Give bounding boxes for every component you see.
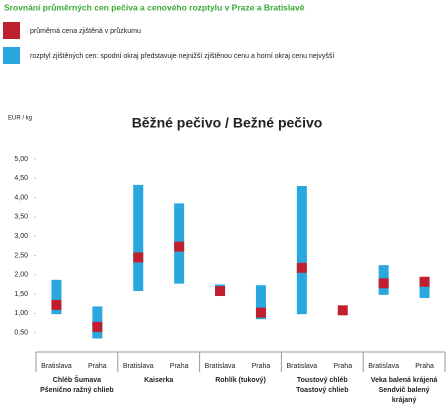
range-bar bbox=[255, 285, 266, 320]
x-tick-label: Praha bbox=[88, 363, 107, 370]
y-tick-label: 3,50 bbox=[14, 214, 28, 221]
header: Srovnání průměrných cen pečiva a cenovéh… bbox=[4, 2, 305, 12]
group-label: Toustový chléb bbox=[297, 377, 348, 384]
x-tick-label: Praha bbox=[170, 363, 189, 370]
average-marker bbox=[92, 321, 103, 332]
average-marker bbox=[255, 307, 266, 318]
range-bar bbox=[296, 186, 307, 315]
x-tick-label: Bratislava bbox=[205, 363, 236, 370]
x-tick-label: Bratislava bbox=[123, 363, 154, 370]
y-tick-label: 3,00 bbox=[14, 233, 28, 240]
x-tick-label: Bratislava bbox=[41, 363, 72, 370]
average-marker bbox=[337, 305, 348, 316]
y-axis-label: EUR / kg bbox=[8, 116, 32, 122]
range-bar bbox=[419, 278, 430, 298]
average-marker bbox=[378, 278, 389, 289]
y-tick-label: 4,50 bbox=[14, 175, 28, 182]
y-tick-label: 1,50 bbox=[14, 291, 28, 298]
average-marker bbox=[174, 241, 185, 252]
x-tick-label: Bratislava bbox=[286, 363, 317, 370]
y-tick-label: 5,00 bbox=[14, 156, 28, 163]
legend-swatch bbox=[3, 22, 20, 39]
x-tick-label: Praha bbox=[333, 363, 352, 370]
average-marker bbox=[419, 276, 430, 287]
group-label: Sendvič balený bbox=[379, 387, 430, 394]
average-marker bbox=[215, 286, 226, 297]
legend-label: průměrná cena zjištěná v průzkumu bbox=[30, 27, 141, 35]
group-label: Kaiserka bbox=[144, 377, 173, 384]
y-tick-label: 1,00 bbox=[14, 310, 28, 317]
y-tick-label: 0,50 bbox=[14, 330, 28, 337]
range-bar bbox=[51, 279, 62, 315]
group-label: krájaný bbox=[392, 397, 417, 404]
range-bar bbox=[133, 184, 144, 292]
x-tick-label: Praha bbox=[252, 363, 271, 370]
average-marker bbox=[296, 262, 307, 273]
x-tick-label: Praha bbox=[415, 363, 434, 370]
average-marker bbox=[51, 299, 62, 310]
legend-swatch bbox=[3, 47, 20, 64]
group-label: Toastový chlieb bbox=[296, 387, 348, 394]
y-tick-label: 2,00 bbox=[14, 272, 28, 279]
average-marker bbox=[133, 252, 144, 263]
y-tick-label: 2,50 bbox=[14, 252, 28, 259]
group-label: Veka balená krájená bbox=[371, 377, 438, 384]
y-tick-label: 4,00 bbox=[14, 194, 28, 201]
group-label: Rohlík (tukový) bbox=[215, 377, 266, 384]
group-label: Chléb Šumava bbox=[53, 375, 101, 384]
group-label: Pšeničnо ražný chlieb bbox=[40, 387, 114, 394]
x-tick-label: Bratislava bbox=[368, 363, 399, 370]
chart-title: Běžné pečivo / Bežné pečivo bbox=[132, 115, 323, 131]
legend-label: rozptyl zjištěných cen: spodní okraj pře… bbox=[30, 53, 334, 60]
